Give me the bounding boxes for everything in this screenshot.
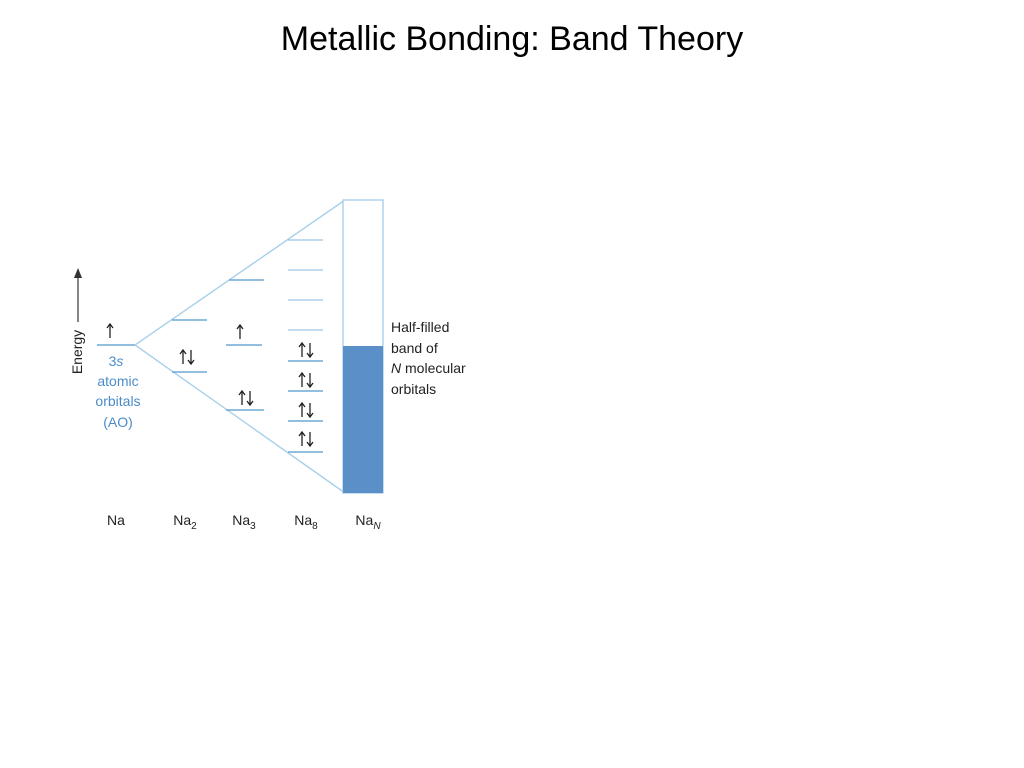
spin-up [298, 341, 306, 357]
slide-title: Metallic Bonding: Band Theory [281, 20, 743, 58]
energy-label: Energy [69, 330, 85, 374]
spin-up [238, 389, 246, 405]
band-filled [343, 346, 383, 493]
spin-down [306, 343, 314, 359]
band-text: orbitals [391, 381, 436, 397]
energy-axis: Energy [69, 268, 85, 374]
species-labels: Na Na2 Na3 Na8 NaN [107, 512, 381, 532]
ao-text: atomic [97, 373, 138, 389]
band-italic: N [391, 360, 402, 376]
species-base: Na [107, 512, 125, 528]
diagram: Energy 3s atomic orbitals (AO) Half-fill… [69, 199, 466, 532]
species-base: Na [294, 512, 312, 528]
spin-up [236, 323, 244, 339]
ao-orbital: 3s [109, 353, 124, 369]
band-text-part: molecular [401, 360, 466, 376]
orbital-letter: s [116, 353, 123, 369]
spin-up [106, 322, 114, 338]
electron-spins [106, 322, 314, 448]
orbital-number: 3 [109, 353, 117, 369]
energy-arrowhead [74, 268, 82, 278]
species-subscript: 2 [191, 521, 197, 532]
species-label: Na [107, 512, 125, 528]
spin-down [187, 350, 195, 366]
species-base: Na [355, 512, 373, 528]
species-label: NaN [355, 512, 381, 532]
ao-text: (AO) [103, 414, 133, 430]
spin-up [179, 348, 187, 364]
spin-down [306, 432, 314, 448]
mo-levels [172, 239, 323, 453]
species-label: Na8 [294, 512, 318, 532]
band-text: band of [391, 340, 438, 356]
species-subscript: 8 [312, 521, 318, 532]
band-text: N molecular [391, 360, 466, 376]
ao-text: orbitals [95, 393, 140, 409]
spin-down [246, 391, 254, 407]
species-label: Na2 [173, 512, 197, 532]
band-envelope [133, 199, 346, 494]
species-base: Na [173, 512, 191, 528]
species-base: Na [232, 512, 250, 528]
spin-down [306, 403, 314, 419]
band-text: Half-filled [391, 319, 449, 335]
spin-up [298, 430, 306, 446]
species-label: Na3 [232, 512, 256, 532]
band-label: Half-filled band of N molecular orbitals [391, 319, 466, 397]
spin-up [298, 371, 306, 387]
ao-label: 3s atomic orbitals (AO) [95, 353, 140, 430]
spin-down [306, 373, 314, 389]
species-subscript: 3 [250, 521, 256, 532]
spin-up [298, 401, 306, 417]
species-subscript: N [373, 521, 381, 532]
